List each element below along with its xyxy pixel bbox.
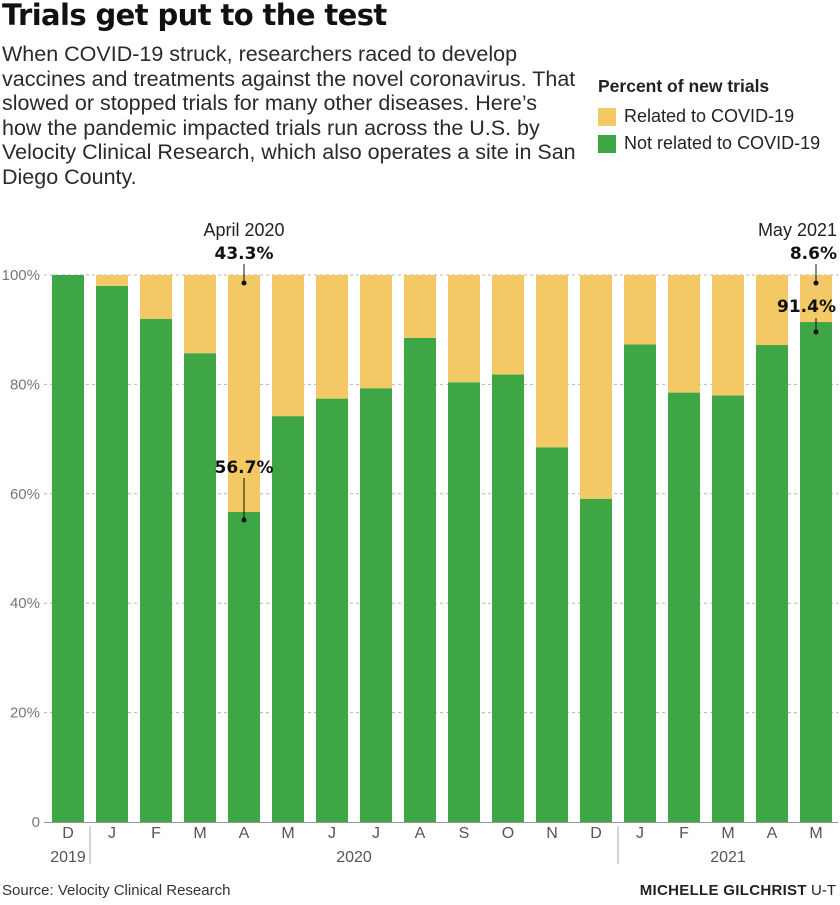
bar-non-covid	[272, 416, 304, 822]
bar-covid	[272, 275, 304, 417]
annotation-covid-value: 43.3%	[215, 244, 274, 264]
year-label: 2021	[710, 849, 746, 866]
legend-item-covid: Related to COVID-19	[598, 103, 820, 130]
annotation-dot	[813, 280, 819, 286]
bar-non-covid	[712, 395, 744, 822]
x-tick-label: J	[328, 825, 336, 842]
x-tick-label: M	[809, 825, 822, 842]
annotation-covid-value: 8.6%	[790, 244, 837, 264]
bar-covid	[536, 275, 568, 448]
x-tick-label: S	[459, 825, 470, 842]
x-tick-label: N	[546, 825, 558, 842]
year-label: 2019	[50, 849, 86, 866]
bar-covid	[624, 275, 656, 345]
x-tick-label: J	[636, 825, 644, 842]
y-tick-label: 0	[32, 814, 40, 831]
bar-covid	[712, 275, 744, 396]
source-note: Source: Velocity Clinical Research	[2, 882, 231, 899]
bar-covid	[756, 275, 788, 346]
bar-non-covid	[184, 353, 216, 822]
y-tick-label: 40%	[10, 595, 40, 612]
bar-covid	[360, 275, 392, 389]
chart-subtitle: When COVID-19 struck, researchers raced …	[2, 42, 576, 189]
bar-non-covid	[360, 388, 392, 822]
y-tick-label: 60%	[10, 486, 40, 503]
bar-covid	[668, 275, 700, 393]
annotation-dot	[813, 329, 819, 335]
legend: Percent of new trials Related to COVID-1…	[598, 76, 820, 157]
credit-name: MICHELLE GILCHRIST	[639, 882, 807, 899]
bar-non-covid	[228, 511, 260, 822]
x-tick-label: D	[590, 825, 602, 842]
year-label: 2020	[336, 849, 372, 866]
bar-covid	[140, 275, 172, 319]
bar-covid	[228, 275, 260, 512]
bar-non-covid	[96, 285, 128, 822]
x-tick-label: F	[151, 825, 161, 842]
stacked-bar-chart: 0 20% 40% 60% 80% 100% D J F M A M J J A S O N D J F M A M 2019 2…	[2, 220, 838, 866]
credit: MICHELLE GILCHRIST U-T	[640, 882, 836, 899]
x-tick-label: A	[767, 825, 778, 842]
x-tick-label: O	[502, 825, 514, 842]
bar-non-covid	[52, 275, 84, 822]
x-tick-label: A	[239, 825, 250, 842]
annotation-month: May 2021	[758, 220, 837, 240]
legend-title: Percent of new trials	[598, 76, 770, 96]
x-tick-label: M	[193, 825, 206, 842]
bar-covid	[96, 275, 128, 286]
bar-covid	[404, 275, 436, 338]
bar-non-covid	[492, 374, 524, 822]
bar-covid	[448, 275, 480, 383]
annotation-non-covid-value: 91.4%	[777, 297, 836, 317]
annotation-month: April 2020	[203, 220, 284, 240]
x-tick-label: M	[721, 825, 734, 842]
annotation-dot	[241, 280, 247, 286]
chart-title: Trials get put to the test	[2, 0, 387, 32]
bar-covid	[492, 275, 524, 375]
bar-non-covid	[140, 318, 172, 822]
annotation-dot	[241, 517, 247, 523]
x-tick-label: D	[62, 825, 74, 842]
legend-item-non-covid: Not related to COVID-19	[598, 130, 820, 157]
y-tick-label: 80%	[10, 376, 40, 393]
x-tick-label: J	[372, 825, 380, 842]
bar-non-covid	[404, 337, 436, 822]
bar-non-covid	[580, 498, 612, 822]
bar-covid	[316, 275, 348, 399]
bar-covid	[184, 275, 216, 354]
bar-non-covid	[624, 344, 656, 822]
bar-non-covid	[316, 398, 348, 822]
x-tick-label: J	[108, 825, 116, 842]
bar-non-covid	[668, 392, 700, 822]
y-tick-label: 100%	[2, 267, 40, 284]
x-tick-label: M	[281, 825, 294, 842]
annotation-non-covid-value: 56.7%	[215, 458, 274, 478]
x-tick-label: F	[679, 825, 689, 842]
y-tick-label: 20%	[10, 705, 40, 722]
bar-covid	[580, 275, 612, 499]
bar-non-covid	[448, 382, 480, 822]
x-tick-label: A	[415, 825, 426, 842]
legend-label-non-covid: Not related to COVID-19	[624, 133, 821, 153]
credit-org: U-T	[811, 882, 836, 899]
legend-label-covid: Related to COVID-19	[624, 106, 795, 126]
bar-non-covid	[800, 322, 832, 822]
bar-non-covid	[536, 447, 568, 822]
legend-swatch-non-covid	[598, 134, 616, 153]
bar-non-covid	[756, 345, 788, 822]
legend-swatch-covid	[598, 107, 616, 126]
